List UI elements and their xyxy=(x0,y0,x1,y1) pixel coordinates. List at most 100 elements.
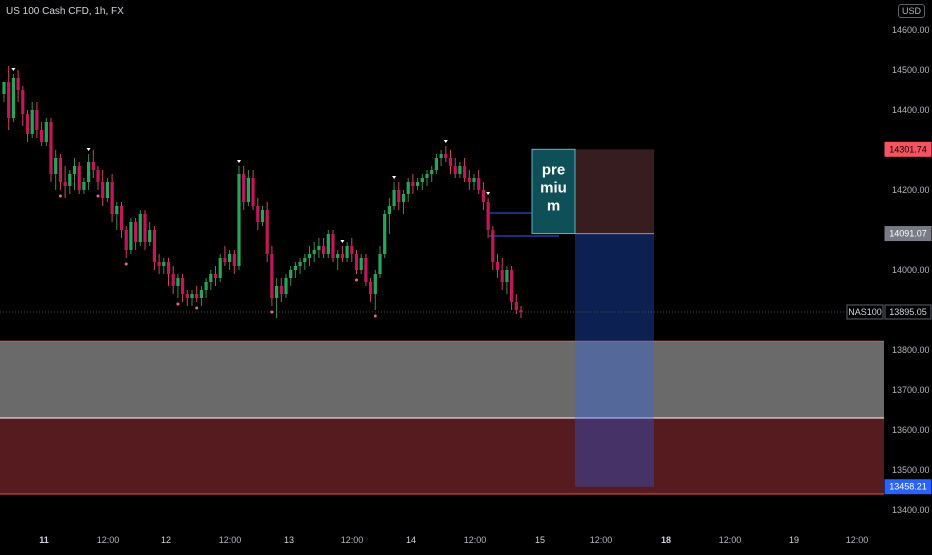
candle[interactable] xyxy=(448,158,453,166)
candle[interactable] xyxy=(44,122,48,142)
candle[interactable] xyxy=(256,206,260,222)
candle[interactable] xyxy=(105,182,109,198)
candle[interactable] xyxy=(317,246,321,250)
candle[interactable] xyxy=(364,258,368,282)
candle[interactable] xyxy=(350,246,354,254)
candle[interactable] xyxy=(16,78,20,90)
candle[interactable] xyxy=(486,202,490,230)
candle[interactable] xyxy=(35,110,39,130)
target-zone[interactable] xyxy=(575,233,654,487)
candle[interactable] xyxy=(40,130,44,142)
gray-zone[interactable] xyxy=(0,341,884,418)
candle[interactable] xyxy=(162,262,166,266)
candle[interactable] xyxy=(96,170,100,182)
candle[interactable] xyxy=(82,182,86,190)
candle[interactable] xyxy=(444,154,448,158)
candle[interactable] xyxy=(322,246,326,254)
candle[interactable] xyxy=(228,254,232,262)
candle[interactable] xyxy=(129,222,133,250)
red-zone[interactable] xyxy=(0,418,884,494)
candle[interactable] xyxy=(472,178,476,182)
candle[interactable] xyxy=(331,234,335,258)
candle[interactable] xyxy=(49,122,53,174)
candle[interactable] xyxy=(204,282,208,290)
candle[interactable] xyxy=(359,258,363,270)
candle[interactable] xyxy=(425,174,429,178)
candle[interactable] xyxy=(514,302,518,310)
candle[interactable] xyxy=(143,214,147,242)
candle[interactable] xyxy=(30,110,34,134)
candle[interactable] xyxy=(91,162,95,170)
premium-annotation[interactable] xyxy=(531,148,576,235)
candle[interactable] xyxy=(101,182,105,198)
candle[interactable] xyxy=(411,182,415,186)
candle[interactable] xyxy=(416,182,420,186)
candle[interactable] xyxy=(289,270,293,278)
candle[interactable] xyxy=(298,262,302,266)
candle[interactable] xyxy=(505,270,509,282)
candle[interactable] xyxy=(110,182,114,214)
candle[interactable] xyxy=(237,174,241,266)
candle[interactable] xyxy=(453,166,457,174)
candle[interactable] xyxy=(195,294,199,298)
candle[interactable] xyxy=(134,222,138,242)
candle[interactable] xyxy=(434,158,438,170)
candle[interactable] xyxy=(463,166,467,178)
currency-button[interactable]: USD xyxy=(898,4,926,18)
candle[interactable] xyxy=(303,258,307,262)
candle[interactable] xyxy=(25,114,30,134)
candle[interactable] xyxy=(397,190,401,202)
candle[interactable] xyxy=(430,170,434,174)
candle[interactable] xyxy=(354,254,359,270)
candle[interactable] xyxy=(369,282,373,294)
candle[interactable] xyxy=(58,158,62,182)
candle[interactable] xyxy=(401,194,406,202)
candle[interactable] xyxy=(458,166,462,174)
candle[interactable] xyxy=(190,294,194,298)
candle[interactable] xyxy=(312,250,316,254)
candle[interactable] xyxy=(209,274,213,282)
candle[interactable] xyxy=(340,254,344,258)
candle[interactable] xyxy=(500,270,504,282)
candle[interactable] xyxy=(77,166,81,190)
candle[interactable] xyxy=(345,246,349,258)
candle[interactable] xyxy=(383,214,387,254)
candle[interactable] xyxy=(119,206,124,230)
candle[interactable] xyxy=(232,254,236,266)
candle[interactable] xyxy=(124,230,128,250)
candle[interactable] xyxy=(284,278,288,294)
candle[interactable] xyxy=(2,82,6,94)
candle[interactable] xyxy=(420,178,424,182)
candle[interactable] xyxy=(373,274,377,294)
candle[interactable] xyxy=(11,78,15,118)
candle[interactable] xyxy=(7,82,11,118)
candle[interactable] xyxy=(213,274,218,278)
candle[interactable] xyxy=(270,254,274,298)
candle[interactable] xyxy=(519,310,523,312)
candle[interactable] xyxy=(491,230,495,262)
candle[interactable] xyxy=(72,166,77,174)
candle[interactable] xyxy=(166,262,171,274)
candle[interactable] xyxy=(477,178,481,190)
candle[interactable] xyxy=(265,210,269,254)
candle[interactable] xyxy=(21,90,25,114)
candle[interactable] xyxy=(378,254,382,274)
candle[interactable] xyxy=(63,182,67,186)
candle[interactable] xyxy=(199,290,203,298)
candle[interactable] xyxy=(439,154,443,158)
candle[interactable] xyxy=(336,254,340,258)
candle[interactable] xyxy=(481,190,485,202)
candle[interactable] xyxy=(181,278,185,294)
candle[interactable] xyxy=(242,174,246,202)
candle[interactable] xyxy=(392,190,396,206)
candle[interactable] xyxy=(387,206,391,214)
candle[interactable] xyxy=(495,262,500,270)
candle[interactable] xyxy=(406,182,410,194)
candle[interactable] xyxy=(275,286,279,298)
candle[interactable] xyxy=(307,254,312,258)
candle[interactable] xyxy=(54,158,58,174)
candle[interactable] xyxy=(467,178,471,182)
candle[interactable] xyxy=(510,270,514,302)
candle[interactable] xyxy=(185,294,189,298)
